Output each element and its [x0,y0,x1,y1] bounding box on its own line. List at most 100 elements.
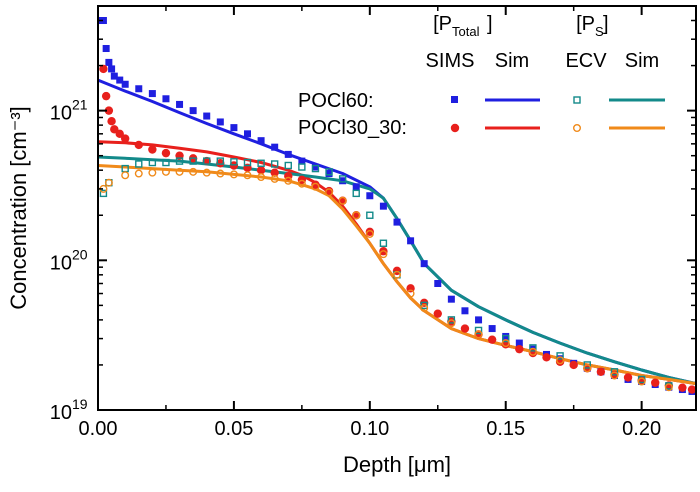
point-pocl30-30-ecv-p-s [664,383,673,392]
point-pocl30-30-sims-p-total [216,159,225,168]
point-pocl60-sims-p-total [515,339,523,347]
point-pocl60-ecv-p-s [257,159,265,167]
point-pocl30-30-ecv-p-s [420,304,429,313]
point-pocl30-30-ecv-p-s [284,176,293,185]
plot-frame [97,5,697,411]
point-pocl30-30-ecv-p-s [352,211,361,220]
point-pocl30-30-ecv-p-s [528,347,537,356]
point-pocl30-30-sims-p-total [256,165,266,175]
point-pocl30-30-sims-p-total [515,344,524,354]
point-pocl60-sims-p-total [121,80,129,88]
point-pocl60-ecv-p-s [243,158,252,167]
legend-s-bracket-open: [P [576,13,595,35]
point-pocl60-sims-p-total [189,107,197,115]
x-tick-label: 0.05 [214,418,253,440]
point-pocl60-ecv-p-s [420,301,428,310]
y-tick-label: 10 [50,252,72,274]
point-pocl60-ecv-p-s [270,160,279,168]
point-pocl30-30-ecv-p-s [447,319,456,328]
point-pocl30-30-sims-p-total [161,148,171,158]
point-pocl30-30-ecv-p-s [583,364,592,373]
point-pocl60-ecv-p-s [203,157,211,165]
point-pocl60-sims-p-total [99,17,107,25]
point-pocl30-30-ecv-p-s [474,330,483,339]
point-pocl60-ecv-p-s [379,239,388,247]
point-pocl60-sims-p-total [475,316,483,324]
point-pocl30-30-sims-p-total [623,373,633,382]
legend-row-label-pocl60: POCl60: [298,90,374,112]
point-pocl60-ecv-p-s [135,160,143,168]
point-pocl60-sims-p-total [379,202,387,210]
legend-total-bracket-close: ] [487,13,493,35]
legend-total-bracket-open: [P [433,13,452,35]
point-pocl30-30-sims-p-total [104,106,114,115]
point-pocl60-ecv-p-s [230,158,238,166]
point-pocl30-30-ecv-p-s [202,168,211,177]
point-pocl30-30-ecv-p-s [379,250,388,259]
legend-col-sims: SIMS [426,50,475,72]
point-pocl30-30-sims-p-total [555,357,565,366]
point-pocl60-sims-p-total [230,124,238,132]
point-pocl60-ecv-p-s [284,161,292,170]
point-pocl60-sims-p-total [271,143,279,151]
point-pocl60-sims-p-total [434,280,442,288]
point-pocl60-sims-p-total [244,130,251,138]
point-pocl30-30-sims-p-total [678,383,687,392]
point-pocl30-30-sims-p-total [134,140,143,150]
point-pocl60-sims-p-total [339,177,347,185]
point-pocl30-30-ecv-p-s [216,169,225,178]
point-pocl60-ecv-p-s [99,189,108,198]
point-pocl60-sims-p-total [162,95,170,103]
point-pocl60-ecv-p-s [447,316,456,324]
point-pocl60-ecv-p-s [556,352,564,360]
point-pocl30-30-sims-p-total [365,227,375,237]
point-pocl60-sims-p-total [366,192,374,200]
point-pocl30-30-sims-p-total [460,324,470,333]
point-pocl30-30-ecv-p-s [556,356,565,365]
point-pocl60-sims-p-total [176,100,184,108]
point-pocl60-ecv-p-s [162,158,170,167]
point-pocl30-30-ecv-p-s [338,196,347,205]
point-pocl30-30-sims-p-total [687,385,697,394]
point-pocl30-30-ecv-p-s [161,167,170,176]
point-pocl60-sims-p-total [298,157,306,165]
point-pocl60-sims-p-total [216,118,224,126]
legend-total-subscript: Total [452,24,480,39]
legend-pocl30-30-ecv-marker [573,123,582,132]
point-pocl30-30-sims-p-total [101,91,111,101]
point-pocl60-ecv-p-s [474,326,483,335]
point-pocl60-sims-p-total [102,45,110,53]
x-tick-label: 0.20 [622,418,661,440]
y-tick-label: 10 [50,402,72,424]
point-pocl60-ecv-p-s [311,164,320,173]
point-pocl60-ecv-p-s [529,344,537,352]
point-pocl30-30-ecv-p-s [406,289,415,298]
point-pocl60-sims-p-total [311,163,319,171]
point-pocl30-30-ecv-p-s [257,173,266,182]
point-pocl60-sims-p-total [203,112,211,120]
point-pocl60-sims-p-total [420,260,428,268]
point-pocl30-30-ecv-p-s [393,270,402,279]
point-pocl30-30-sims-p-total [433,309,442,318]
point-pocl30-30-sims-p-total [487,335,497,344]
series-line-pocl30-30-sim-p-total [97,140,697,386]
point-pocl30-30-sims-p-total [651,378,660,387]
point-pocl60-sims-p-total [135,85,143,93]
series-layer [97,17,697,395]
y-tick-label-exponent: 21 [72,97,88,113]
point-pocl60-ecv-p-s [366,211,374,219]
point-pocl60-ecv-p-s [338,175,347,183]
point-pocl30-30-sims-p-total [115,129,124,139]
point-pocl30-30-sims-p-total [120,134,130,143]
legend-s-bracket-close: ] [603,13,609,35]
point-pocl30-30-ecv-p-s [637,377,646,386]
legend-pocl60-ecv-marker [573,96,581,104]
point-pocl60-sims-p-total [105,58,113,66]
point-pocl60-sims-p-total [257,137,265,145]
point-pocl30-30-ecv-p-s [297,179,306,188]
point-pocl30-30-sims-p-total [596,367,606,376]
point-pocl60-sims-p-total [447,295,455,303]
point-pocl30-30-ecv-p-s [243,171,252,180]
point-pocl60-ecv-p-s [610,368,619,376]
legend-row-label-pocl30-30: POCl30_30: [298,117,407,139]
